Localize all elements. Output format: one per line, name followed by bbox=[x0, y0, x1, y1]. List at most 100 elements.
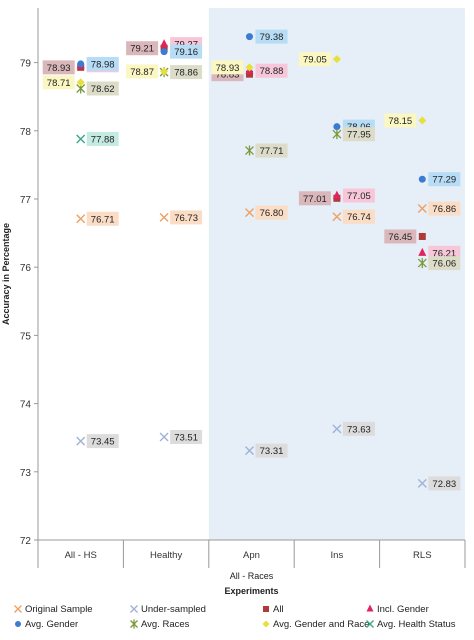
data-label-text: 76.45 bbox=[388, 232, 412, 243]
series-under bbox=[76, 424, 427, 488]
legend-item-orig: Original Sample bbox=[14, 604, 93, 615]
data-label-text: 78.88 bbox=[260, 66, 284, 77]
shaded-region bbox=[208, 8, 466, 540]
data-label-box bbox=[126, 41, 159, 56]
data-label-box bbox=[86, 434, 119, 449]
data-label-text: 76.06 bbox=[432, 259, 456, 270]
data-point bbox=[332, 424, 342, 434]
data-label-text: 78.62 bbox=[91, 84, 115, 95]
data-label-box bbox=[170, 430, 203, 445]
data-label: 77.05 bbox=[342, 188, 375, 203]
data-point bbox=[245, 208, 254, 218]
legend-item-gender: Incl. Gender bbox=[366, 604, 429, 615]
data-label-text: 78.71 bbox=[47, 78, 71, 89]
data-point bbox=[77, 60, 85, 68]
data-point bbox=[417, 204, 427, 214]
legend-label: Original Sample bbox=[25, 604, 93, 615]
data-label-text: 73.51 bbox=[174, 433, 198, 444]
data-label-box bbox=[255, 443, 288, 458]
data-point bbox=[417, 258, 427, 269]
data-label: 78.86 bbox=[170, 65, 203, 80]
data-label-text: 78.15 bbox=[388, 116, 412, 127]
data-label-text: 78.93 bbox=[216, 63, 240, 74]
data-label-text: 79.21 bbox=[130, 44, 154, 55]
data-label: 78.15 bbox=[384, 113, 417, 128]
data-label: 76.06 bbox=[428, 256, 461, 271]
data-point bbox=[263, 606, 269, 612]
series-avggender bbox=[77, 33, 426, 183]
data-label-box bbox=[384, 113, 417, 128]
data-point bbox=[159, 212, 169, 222]
data-point bbox=[15, 621, 21, 627]
data-label: 76.73 bbox=[170, 210, 203, 225]
data-point bbox=[76, 78, 85, 87]
data-label-box bbox=[86, 211, 119, 226]
data-label: 78.98 bbox=[86, 56, 119, 71]
data-label: 73.31 bbox=[255, 443, 288, 458]
data-label-text: 78.93 bbox=[47, 63, 71, 74]
data-label: 78.87 bbox=[126, 64, 159, 79]
data-point bbox=[130, 619, 138, 629]
data-label-box bbox=[428, 476, 461, 491]
data-point bbox=[418, 232, 426, 240]
data-label: 77.88 bbox=[86, 131, 119, 146]
data-point bbox=[332, 212, 342, 222]
x-tick-label: Ins bbox=[331, 550, 344, 561]
data-label: 77.01 bbox=[298, 191, 331, 206]
y-tick-label: 74 bbox=[20, 400, 32, 411]
data-point bbox=[332, 55, 341, 64]
data-label-text: 77.71 bbox=[260, 146, 284, 157]
data-label-box bbox=[384, 229, 417, 244]
data-label-text: 76.71 bbox=[91, 214, 115, 225]
data-label-box bbox=[170, 65, 203, 80]
data-label-box bbox=[42, 60, 75, 75]
series-avggr bbox=[76, 55, 427, 125]
legend-label: Avg. Gender bbox=[25, 619, 78, 630]
y-tick-label: 72 bbox=[20, 536, 32, 547]
y-tick-label: 77 bbox=[20, 195, 32, 206]
data-label: 77.71 bbox=[255, 143, 288, 158]
data-point bbox=[417, 478, 427, 488]
data-label-text: 73.31 bbox=[260, 446, 284, 457]
category-group-label: All - Races bbox=[230, 571, 274, 581]
data-label-text: 77.88 bbox=[91, 134, 115, 145]
y-axis-title: Accuracy in Percentage bbox=[1, 223, 11, 325]
legend-label: All bbox=[273, 604, 284, 615]
data-label: 78.93 bbox=[42, 60, 75, 75]
data-label-text: 76.86 bbox=[432, 204, 456, 215]
data-point bbox=[418, 116, 427, 125]
data-label: 73.45 bbox=[86, 434, 119, 449]
data-label-box bbox=[86, 131, 119, 146]
data-label-box bbox=[342, 421, 375, 436]
data-point bbox=[76, 134, 86, 144]
data-label: 72.83 bbox=[428, 476, 461, 491]
data-label-text: 78.87 bbox=[130, 67, 154, 78]
legend-label: Avg. Races bbox=[141, 619, 190, 630]
legend: Original Sample Under-sampled All Incl. Gen… bbox=[14, 604, 456, 630]
data-label: 77.95 bbox=[342, 127, 375, 142]
series-avghs bbox=[76, 134, 86, 144]
data-label-box bbox=[86, 56, 119, 71]
data-label-box bbox=[86, 81, 119, 96]
data-label-text: 78.98 bbox=[91, 59, 115, 70]
legend-label: Avg. Health Status bbox=[377, 619, 456, 630]
y-tick-label: 73 bbox=[20, 468, 32, 479]
data-label-text: 76.21 bbox=[432, 248, 456, 259]
data-point bbox=[246, 70, 253, 78]
data-label-text: 78.86 bbox=[174, 68, 198, 79]
data-point bbox=[418, 175, 426, 183]
data-point bbox=[245, 145, 254, 156]
data-label-box bbox=[255, 63, 288, 78]
data-label-box bbox=[170, 210, 203, 225]
data-label: 78.62 bbox=[86, 81, 119, 96]
x-tick-label: RLS bbox=[413, 550, 431, 561]
data-label: 76.74 bbox=[342, 209, 375, 224]
data-label-box bbox=[255, 143, 288, 158]
data-label-text: 77.95 bbox=[347, 130, 371, 141]
data-label: 79.21 bbox=[126, 41, 159, 56]
y-tick-label: 75 bbox=[20, 331, 32, 342]
data-label-box bbox=[342, 188, 375, 203]
data-label: 79.05 bbox=[298, 52, 331, 67]
